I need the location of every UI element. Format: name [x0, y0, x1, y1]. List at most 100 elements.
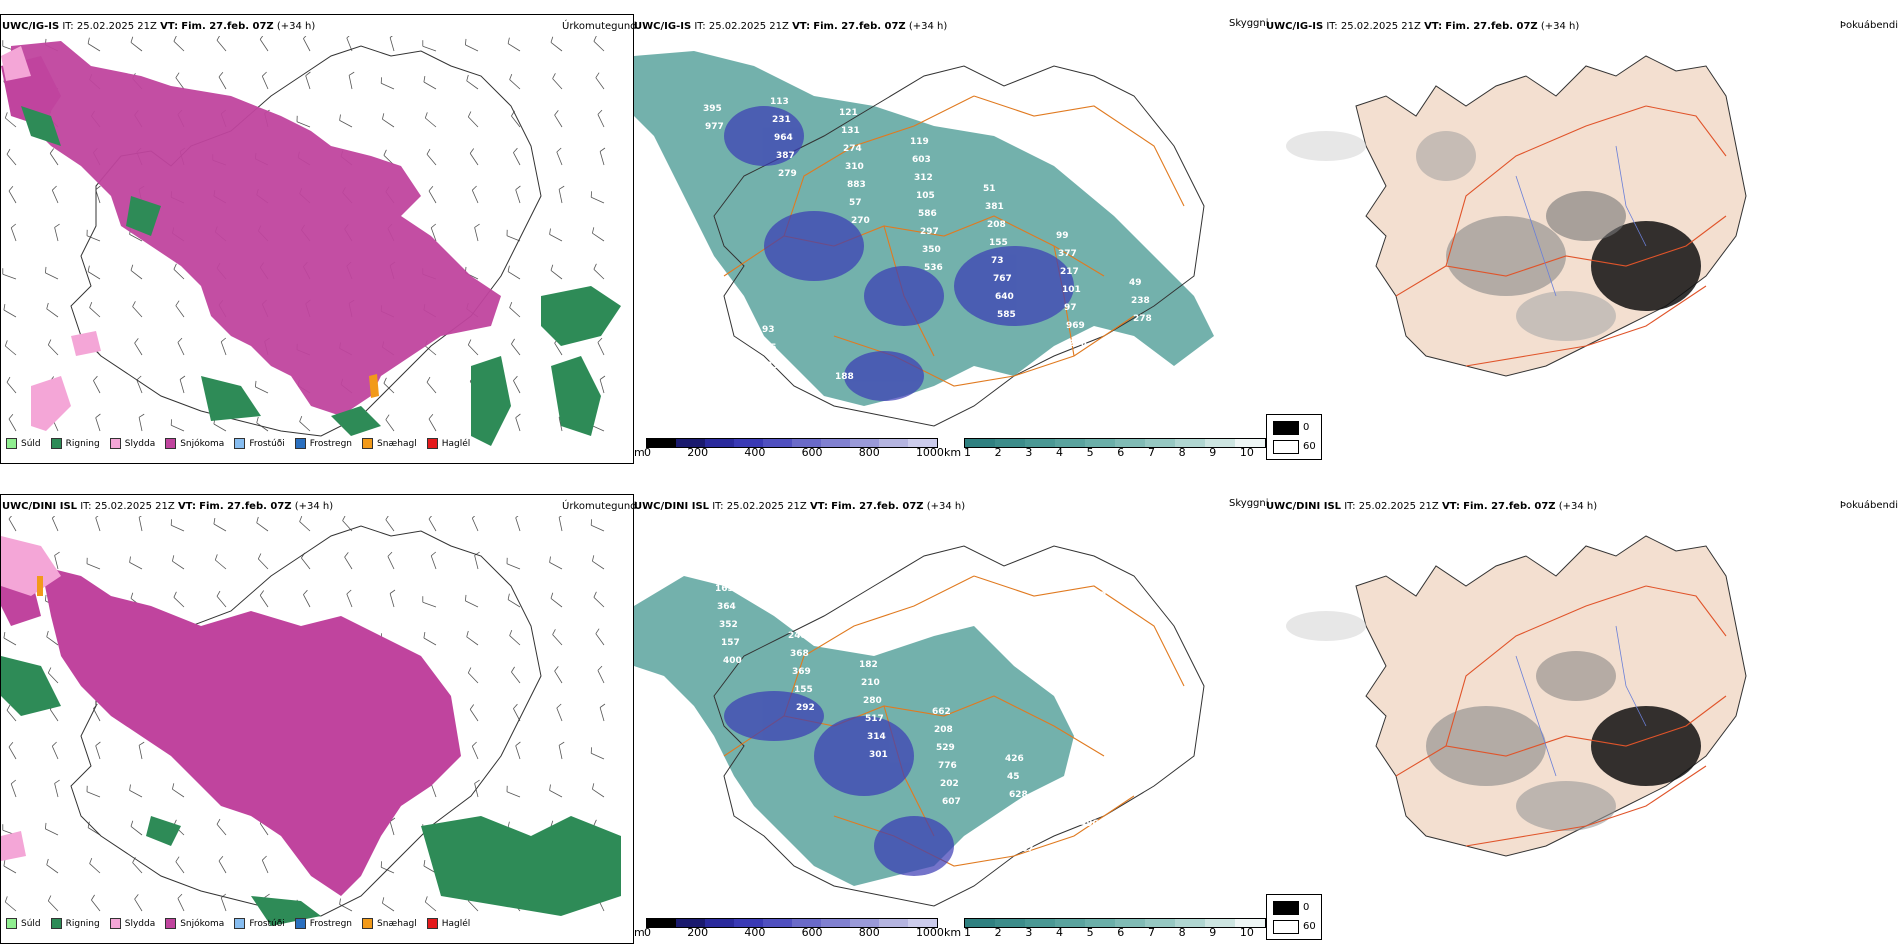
colorbar-segment [1115, 919, 1145, 927]
colorbar-segment [792, 439, 821, 447]
height-labels: 977 279 270 536 585 324 395 387 57 350 640 296 558 96… [695, 90, 1152, 396]
wind-barb [474, 227, 479, 242]
height-label: 883 [847, 180, 866, 190]
wind-barb-flag [216, 590, 221, 597]
wind-barb [468, 900, 479, 912]
height-label: 607 [942, 797, 961, 807]
legend-label: Frostúði [249, 438, 285, 449]
wind-barb-flag [507, 37, 510, 44]
legend-swatch [6, 438, 17, 449]
colorbar-tick: 1000 [915, 446, 944, 459]
wind-barb [339, 120, 353, 128]
wind-barb-flag [469, 704, 475, 710]
wind-barb-flag [465, 594, 467, 601]
rain-area [146, 816, 181, 846]
wind-barb [466, 636, 479, 646]
wind-barb [513, 380, 521, 394]
colorbar-segment [850, 919, 879, 927]
wind-barb [130, 270, 143, 280]
colorbar-segment [1085, 439, 1115, 447]
height-label: 210 [861, 678, 880, 688]
height-label: 93 [762, 325, 775, 335]
wind-barb [303, 594, 311, 608]
wind-barb-flag [10, 223, 17, 229]
vis-unit: km [944, 446, 962, 459]
wind-barb [138, 417, 143, 432]
visibility-map-top: 977 279 270 536 585 324 395 387 57 350 640 296 558 96… [634, 51, 1214, 427]
wind-barb-flag [305, 71, 311, 77]
wind-barb [259, 823, 269, 836]
wind-barb-flag [87, 265, 90, 272]
legend-swatch [234, 918, 246, 929]
cloud-legend-top: 0 60 [1266, 414, 1322, 460]
height-label: 378 [837, 90, 856, 100]
wind-barb [3, 637, 17, 646]
wind-barb-flag [511, 666, 515, 673]
wind-barb [89, 307, 101, 318]
wind-barb-flag [213, 518, 216, 525]
wind-barb [593, 597, 605, 608]
wind-barb [5, 901, 17, 912]
wind-barb [54, 227, 59, 242]
wind-barb-flag [595, 628, 600, 634]
legend-swatch [362, 918, 374, 929]
height-label: 274 [843, 144, 862, 154]
wind-barb [426, 154, 437, 166]
wind-barb [422, 601, 437, 608]
wind-barb [428, 190, 437, 204]
height-label: 279 [778, 169, 797, 179]
wind-barb [468, 672, 479, 684]
wind-barb [256, 422, 269, 432]
height-label: 964 [774, 133, 793, 143]
it-label: IT: [694, 21, 706, 32]
it-label: IT: [62, 21, 74, 32]
wind-barb [299, 421, 311, 432]
wind-barb-flag [259, 36, 264, 40]
wind-barb-flag [130, 264, 134, 271]
legend-item: Frostúði [234, 438, 285, 449]
height-label: 155 [794, 685, 813, 695]
legend-swatch [6, 918, 17, 929]
wind-barb [86, 791, 101, 798]
cloud-header-top: UWC/IG-IS IT: 25.02.2025 21Z VT: Fim. 27… [1266, 21, 1579, 33]
height-label: 73 [991, 256, 1004, 266]
wind-barb [509, 79, 521, 90]
height-label: 529 [936, 743, 955, 753]
colorbar-segment [908, 919, 937, 927]
it-value: 25.02.2025 21Z [1340, 21, 1421, 32]
wind-barb-flag [426, 376, 431, 383]
cloud-panel-bottom: Þokuábendi 0 60 [1266, 494, 1900, 944]
wind-barb-flag [597, 109, 603, 115]
wind-barb [49, 153, 59, 166]
wind-barb [177, 898, 185, 912]
height-label: 292 [796, 703, 815, 713]
wind-barb [138, 745, 143, 760]
colorbar-segment [879, 439, 908, 447]
wind-barb-flag [430, 223, 437, 229]
wind-barb-flag [130, 36, 134, 43]
wind-barb [509, 635, 521, 646]
colorbar-segment [1145, 439, 1175, 447]
height-label: 662 [932, 707, 951, 717]
vt-label: VT: [160, 21, 179, 32]
wind-barb-flag [173, 36, 177, 42]
visibility-panel-top: 977 279 270 536 585 324 395 387 57 350 640 296 558 96… [634, 14, 1269, 464]
wind-barb [389, 593, 395, 608]
height-label: 165 [715, 584, 734, 594]
model-name: UWC/IG-IS [1266, 21, 1324, 32]
wind-barb-flag [472, 516, 476, 519]
wind-barb [474, 783, 479, 798]
height-label: 208 [987, 220, 1006, 230]
height-label: 776 [938, 761, 957, 771]
legend-label: Haglél [441, 438, 471, 449]
wind-barb [10, 783, 17, 798]
wind-barb-flag [387, 551, 393, 557]
wind-barb-flag [466, 74, 469, 81]
wind-barb [171, 424, 185, 432]
wind-barb-flag [597, 665, 603, 671]
wind-barb [423, 81, 437, 90]
height-label: 558 [701, 386, 720, 396]
model-name: UWC/DINI ISL [634, 501, 710, 512]
wind-barb-flag [472, 185, 477, 191]
wind-barb [8, 518, 17, 532]
